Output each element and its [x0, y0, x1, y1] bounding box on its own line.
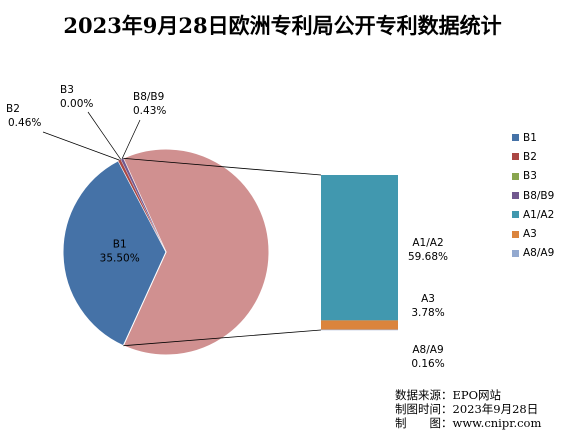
legend-item: A8/A9 — [512, 244, 554, 263]
leader-line — [121, 119, 141, 160]
legend-swatch — [512, 192, 519, 200]
chart-title: 2023年9月28日欧洲专利局公开专利数据统计 — [63, 13, 502, 38]
slice-label-value: 0.00% — [60, 98, 93, 110]
legend-label: A1/A2 — [523, 208, 555, 221]
legend-swatch — [512, 249, 519, 257]
pie-slice-b8-b9 — [120, 158, 167, 253]
slice-label-name: B1 — [113, 238, 127, 250]
bar-label-name: A1/A2 — [412, 237, 443, 249]
bar-label-value: 0.16% — [411, 358, 444, 370]
bar-segment-a1-a2 — [321, 175, 398, 321]
slice-label-name: B3 — [60, 84, 74, 96]
legend-item: B2 — [512, 147, 554, 166]
legend-label: B1 — [523, 131, 537, 144]
bar-label-name: A8/A9 — [412, 344, 443, 356]
legend-swatch — [512, 172, 519, 180]
slice-label-name: B8/B9 — [133, 91, 164, 103]
pie-slice-b1 — [62, 160, 167, 347]
slice-label-name: B2 — [6, 103, 20, 115]
connector-line — [123, 329, 322, 347]
leader-line — [42, 131, 120, 161]
connector-line — [123, 157, 322, 176]
bar-label-value: 59.68% — [408, 251, 448, 263]
legend-swatch — [512, 153, 519, 161]
legend-item: B3 — [512, 167, 554, 186]
source-line: 数据来源：EPO网站 — [395, 388, 502, 402]
bar-segment-a8-a9 — [321, 329, 398, 331]
slice-label-value: 35.50% — [100, 252, 140, 264]
slice-label-value: 0.43% — [133, 105, 166, 117]
legend-swatch — [512, 230, 519, 238]
legend-label: A3 — [523, 228, 537, 241]
legend-label: B8/B9 — [523, 189, 555, 202]
legend-label: B2 — [523, 150, 537, 163]
author-line: 制 图：www.cnipr.com — [395, 416, 542, 430]
bar-segment-a3 — [321, 320, 398, 330]
legend: B1 B2 B3 B8/B9 A1/A2 A3 A8/A9 — [512, 128, 554, 263]
legend-label: B3 — [523, 170, 537, 183]
legend-item: B8/B9 — [512, 186, 554, 205]
source-note: 数据来源：EPO网站 制图时间：2023年9月28日 制 图：www.cnipr… — [395, 388, 541, 430]
legend-item: A1/A2 — [512, 205, 554, 224]
legend-item: A3 — [512, 224, 554, 243]
legend-item: B1 — [512, 128, 554, 147]
bar-label-name: A3 — [421, 293, 435, 305]
pie-slice-other — [122, 148, 270, 356]
legend-swatch — [512, 211, 519, 219]
date-line: 制图时间：2023年9月28日 — [395, 402, 539, 416]
leader-line — [87, 111, 122, 160]
bar-label-value: 3.78% — [411, 307, 444, 319]
slice-label-value: 0.46% — [8, 117, 41, 129]
legend-swatch — [512, 134, 519, 142]
legend-label: A8/A9 — [523, 247, 555, 260]
